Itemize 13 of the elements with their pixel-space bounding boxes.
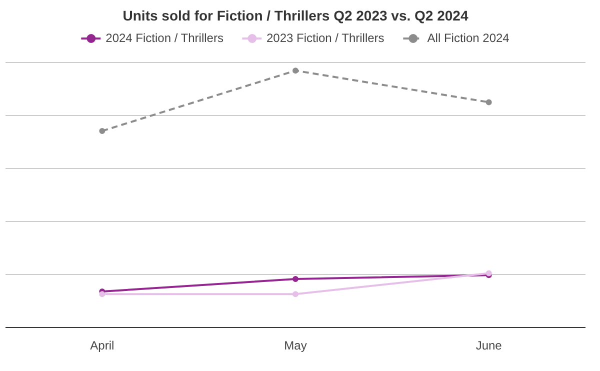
legend-label: All Fiction 2024 [427,31,510,45]
point [99,291,106,298]
legend-label: 2024 Fiction / Thrillers [106,31,224,45]
point [292,276,298,282]
point [99,128,106,134]
x-tick-label: May [284,338,307,352]
point [486,99,492,106]
point [292,68,298,74]
x-tick-label: April [90,338,114,352]
legend-label: 2023 Fiction / Thrillers [266,31,384,45]
chart-title: Units sold for Fiction / Thrillers Q2 2023 vs. Q2 2024 [122,8,468,24]
point [292,291,298,298]
x-tick-label: June [476,338,502,352]
